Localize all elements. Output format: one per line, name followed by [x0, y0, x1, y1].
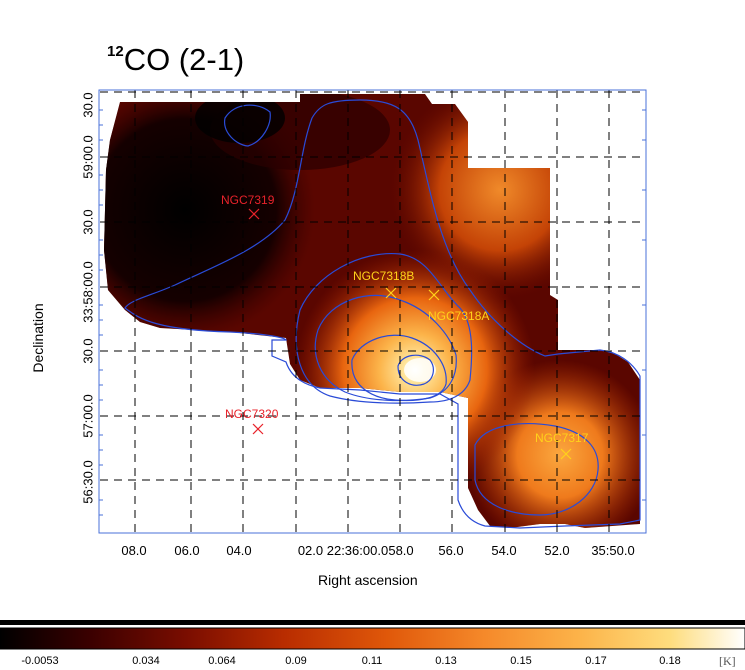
colorbar-tick: 0.09 [285, 655, 307, 667]
label-ngc7319: NGC7319 [221, 193, 275, 207]
colorbar-tick: 0.18 [659, 655, 681, 667]
colorbar-tick: 0.13 [435, 655, 457, 667]
y-tick-label: 30.0 [80, 338, 96, 364]
marker-ngc7318b [385, 287, 397, 299]
coordinate-grid [100, 90, 646, 533]
marker-ngc7320 [252, 423, 264, 435]
y-tick-label: 33:58:00.0 [80, 261, 96, 323]
label-ngc7320: NGC7320 [225, 407, 279, 421]
marker-ngc7318a [428, 289, 440, 301]
colorbar-tick: -0.0053 [21, 655, 59, 667]
galaxy-markers [248, 208, 572, 460]
x-tick-label: 02.0 22:36:00.0 [297, 543, 389, 558]
colorbar-tick: 0.15 [510, 655, 532, 667]
plot-frame [98, 89, 647, 534]
colorbar-top-rule [0, 620, 745, 625]
y-tick-label: 56:30.0 [80, 460, 96, 504]
chart-title: 12CO (2-1) [107, 44, 244, 75]
x-tick-label: 54.0 [491, 543, 517, 558]
x-tick-label: 06.0 [174, 543, 200, 558]
label-ngc7318a: NGC7318A [428, 309, 489, 323]
contour-level-5 [397, 354, 434, 386]
contour-level-2 [295, 252, 473, 404]
y-tick-label: 59:00.0 [80, 135, 96, 179]
x-tick-label: 52.0 [544, 543, 570, 558]
x-tick-label: 35:50.0 [591, 543, 635, 558]
colorbar-tick: 0.17 [585, 655, 607, 667]
marker-ngc7319 [248, 208, 260, 220]
title-text: CO (2-1) [123, 42, 245, 77]
x-tick-label: 08.0 [121, 543, 147, 558]
colorbar-tick: 0.034 [132, 655, 160, 667]
heatmap [104, 94, 640, 528]
contours [124, 99, 641, 529]
colorbar-tick: 0.064 [208, 655, 236, 667]
outer-contour [124, 99, 641, 529]
y-tick-label: 30.0 [80, 92, 96, 118]
galaxy-labels: NGC7319 NGC7318B NGC7318A NGC7320 NGC731… [221, 193, 589, 445]
marker-ngc7317 [560, 448, 572, 460]
contour-level-4 [351, 334, 447, 402]
label-ngc7317: NGC7317 [535, 431, 589, 445]
x-axis-label: Right ascension [318, 572, 418, 588]
colorbar [0, 627, 745, 650]
x-tick-label: 04.0 [226, 543, 252, 558]
colorbar-tick: 0.11 [361, 655, 383, 667]
colorbar-unit: [K] [719, 654, 736, 668]
x-tick-label: 58.0 [388, 543, 414, 558]
y-tick-label: 30.0 [80, 209, 96, 235]
title-superscript: 12 [107, 42, 124, 60]
south-contour [474, 423, 599, 516]
x-tick-label: 56.0 [438, 543, 464, 558]
frame-ticks [99, 109, 646, 516]
northwest-contour [224, 104, 271, 147]
contour-level-3 [314, 294, 457, 402]
y-tick-label: 57:00.0 [80, 394, 96, 438]
y-axis-label: Declination [30, 303, 46, 373]
label-ngc7318b: NGC7318B [353, 269, 414, 283]
